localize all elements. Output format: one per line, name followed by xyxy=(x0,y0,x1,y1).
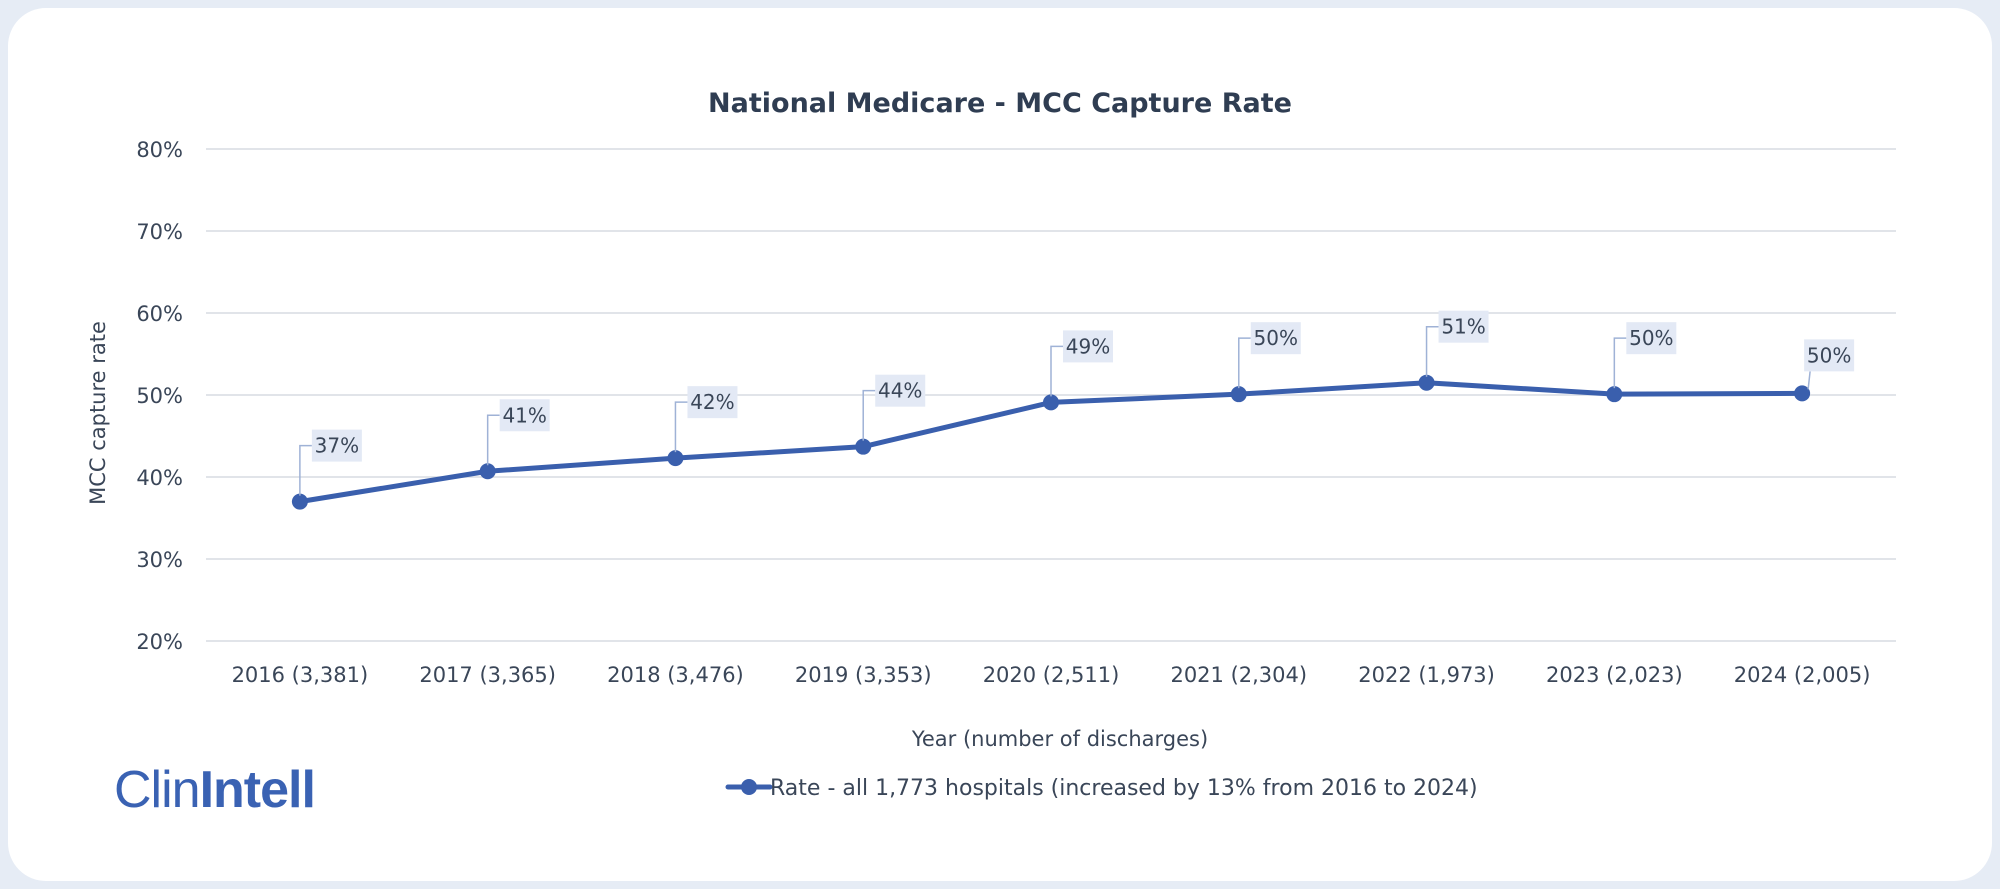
legend-marker-swatch xyxy=(741,779,757,795)
data-point xyxy=(291,493,308,510)
label-leader xyxy=(862,389,876,441)
data-labels: 37% 41% 42% 44% 49% 50% 51% 50% 50% xyxy=(299,310,1855,496)
chart-title: National Medicare - MCC Capture Rate xyxy=(708,88,1292,119)
data-label: 44% xyxy=(878,379,922,403)
label-leader xyxy=(1238,337,1251,389)
legend-entry: Rate - all 1,773 hospitals (increased by… xyxy=(770,776,1478,801)
y-tick-label: 70% xyxy=(136,220,183,244)
data-point xyxy=(1230,386,1247,403)
data-point xyxy=(1418,374,1435,391)
data-label-box xyxy=(499,399,550,432)
label-leader xyxy=(1807,371,1811,390)
x-axis-label: Year (number of discharges) xyxy=(911,727,1208,751)
label-leader xyxy=(486,414,500,466)
x-tick-label: 2022 (1,973) xyxy=(1358,663,1495,687)
y-tick-label: 60% xyxy=(136,302,183,326)
series-rate xyxy=(291,374,1811,510)
y-tick-label: 50% xyxy=(136,384,183,408)
y-tick-label: 40% xyxy=(136,466,183,490)
line-chart: National Medicare - MCC Capture Rate 20%… xyxy=(86,88,1896,801)
y-tick-label: 20% xyxy=(136,630,183,654)
data-point xyxy=(1794,385,1811,402)
x-axis-ticks: 2016 (3,381) 2017 (3,365) 2018 (3,476) 2019… xyxy=(232,663,1871,687)
data-label: 42% xyxy=(690,390,734,414)
data-label: 50% xyxy=(1254,326,1298,350)
chart-card: National Medicare - MCC Capture Rate 20%… xyxy=(8,8,1992,881)
y-tick-label: 30% xyxy=(136,548,183,572)
label-leader xyxy=(1050,345,1063,397)
data-label: 51% xyxy=(1441,315,1485,339)
x-tick-label: 2018 (3,476) xyxy=(607,663,744,687)
data-label-box xyxy=(1438,310,1489,343)
y-tick-label: 80% xyxy=(136,138,183,162)
label-leader xyxy=(299,444,312,496)
x-tick-label: 2023 (2,023) xyxy=(1546,663,1683,687)
data-point xyxy=(855,438,872,455)
data-point xyxy=(1606,386,1623,403)
x-tick-label: 2019 (3,353) xyxy=(795,663,932,687)
data-label: 41% xyxy=(502,403,546,427)
y-axis-label: MCC capture rate xyxy=(86,321,110,505)
data-label: 49% xyxy=(1066,334,1110,358)
data-label-box xyxy=(875,374,926,407)
data-label: 37% xyxy=(315,434,359,458)
data-label-box xyxy=(311,429,362,462)
x-tick-label: 2017 (3,365) xyxy=(419,663,556,687)
data-label: 50% xyxy=(1629,326,1673,350)
data-label-box xyxy=(1804,339,1855,372)
label-leader xyxy=(1613,337,1627,389)
data-label-box xyxy=(1626,322,1677,355)
y-axis-ticks: 20% 30% 40% 50% 60% 70% 80% xyxy=(136,138,183,654)
label-leader xyxy=(674,401,688,453)
data-label-box xyxy=(1063,330,1113,363)
legend: Rate - all 1,773 hospitals (increased by… xyxy=(725,776,1478,801)
data-point xyxy=(479,463,496,480)
data-label-box xyxy=(1250,322,1301,355)
clinintell-logo: ClinIntell xyxy=(114,761,316,819)
label-leader xyxy=(1425,325,1439,377)
x-tick-label: 2020 (2,511) xyxy=(983,663,1120,687)
x-tick-label: 2024 (2,005) xyxy=(1734,663,1871,687)
x-tick-label: 2016 (3,381) xyxy=(232,663,369,687)
data-label-box xyxy=(687,386,738,419)
data-point xyxy=(667,450,684,467)
data-point xyxy=(1043,394,1059,411)
x-tick-label: 2021 (2,304) xyxy=(1170,663,1307,687)
data-label: 50% xyxy=(1807,343,1851,367)
